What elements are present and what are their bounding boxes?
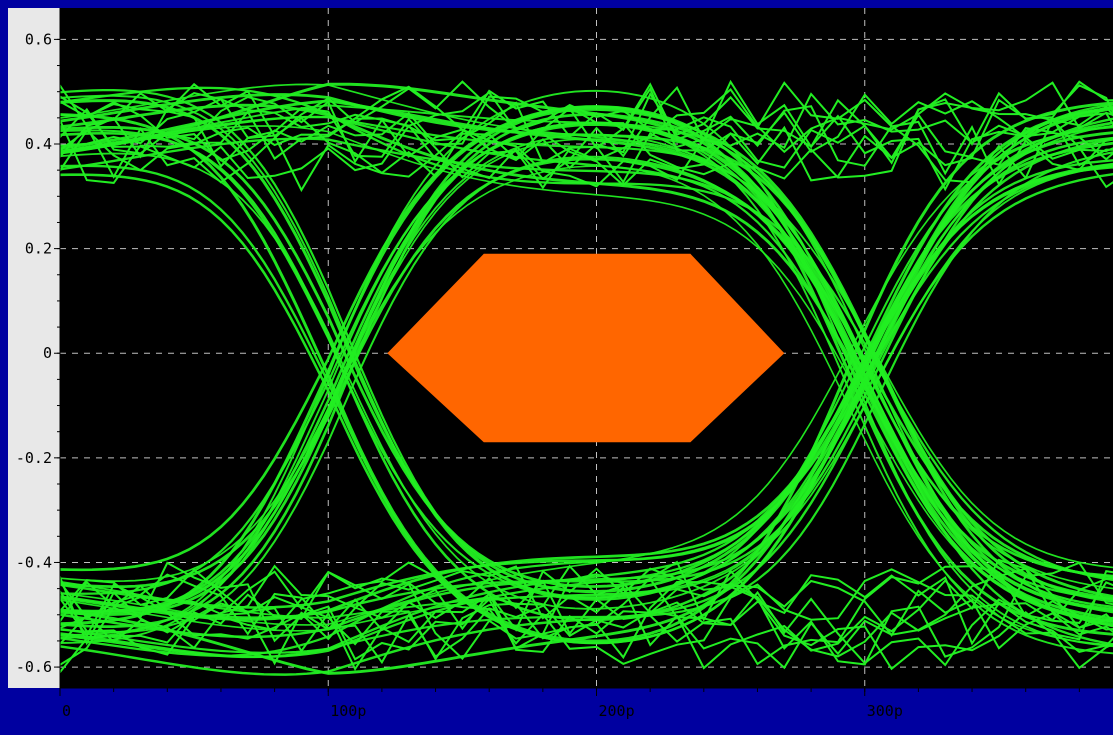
x-tick-layer: 0100p200p300p400p xyxy=(59,687,1113,720)
level-trace xyxy=(60,79,1113,181)
x-tick-label: 200p xyxy=(599,702,635,720)
waveform-trace xyxy=(60,137,1113,646)
level-trace xyxy=(60,560,1113,671)
waveform-trace xyxy=(60,99,1113,621)
waveform-trace xyxy=(60,99,1113,593)
trace-layer xyxy=(60,79,1113,676)
waveform-trace xyxy=(60,172,1113,676)
waveform-trace xyxy=(60,125,1113,626)
y-tick-label: 0 xyxy=(43,344,52,362)
waveform-trace xyxy=(60,125,1113,623)
waveform-trace xyxy=(60,117,1113,619)
y-tick-label: -0.4 xyxy=(16,553,52,571)
waveform-trace xyxy=(60,165,1113,646)
waveform-trace xyxy=(60,155,1113,634)
level-trace xyxy=(60,81,1113,180)
waveform-trace xyxy=(60,107,1113,616)
level-trace xyxy=(60,84,1113,180)
y-tick-label: 0.2 xyxy=(25,240,52,258)
x-tick-label: 300p xyxy=(867,702,903,720)
level-trace xyxy=(60,561,1113,672)
waveform-trace xyxy=(60,101,1113,643)
waveform-trace xyxy=(60,138,1113,582)
waveform-trace xyxy=(60,89,1113,599)
y-tick-label: 0.6 xyxy=(25,30,52,48)
waveform-trace xyxy=(60,152,1113,610)
x-tick-label: 0 xyxy=(62,702,71,720)
level-trace xyxy=(60,81,1113,190)
eye-mask-hexagon xyxy=(387,253,785,443)
waveform-trace xyxy=(60,107,1113,609)
level-trace xyxy=(60,85,1113,188)
waveform-trace xyxy=(60,121,1113,621)
y-tick-label: -0.2 xyxy=(16,449,52,467)
waveform-trace xyxy=(60,141,1113,675)
level-trace xyxy=(60,568,1113,674)
waveform-trace xyxy=(60,83,1113,590)
y-tick-layer: 0.6 0.4 0.2 0 -0.2 -0.4 -0.6 xyxy=(16,8,61,688)
waveform-trace xyxy=(60,123,1113,601)
waveform-trace xyxy=(60,138,1113,639)
y-tick-label: 0.4 xyxy=(25,135,52,153)
waveform-trace xyxy=(60,164,1113,659)
waveform-trace xyxy=(60,103,1113,600)
level-trace xyxy=(60,91,1113,192)
y-tick-label: -0.6 xyxy=(16,658,52,676)
level-trace xyxy=(60,561,1113,666)
waveform-trace xyxy=(60,151,1113,654)
waveform-trace xyxy=(60,166,1113,645)
x-tick-label: 100p xyxy=(330,702,366,720)
waveform-trace xyxy=(60,93,1113,598)
level-trace xyxy=(60,564,1113,667)
level-trace xyxy=(60,561,1113,661)
mask-layer xyxy=(387,253,785,443)
waveform-trace xyxy=(60,105,1113,578)
level-trace xyxy=(60,80,1113,193)
waveform-trace xyxy=(60,125,1113,588)
waveform-trace xyxy=(60,89,1113,648)
